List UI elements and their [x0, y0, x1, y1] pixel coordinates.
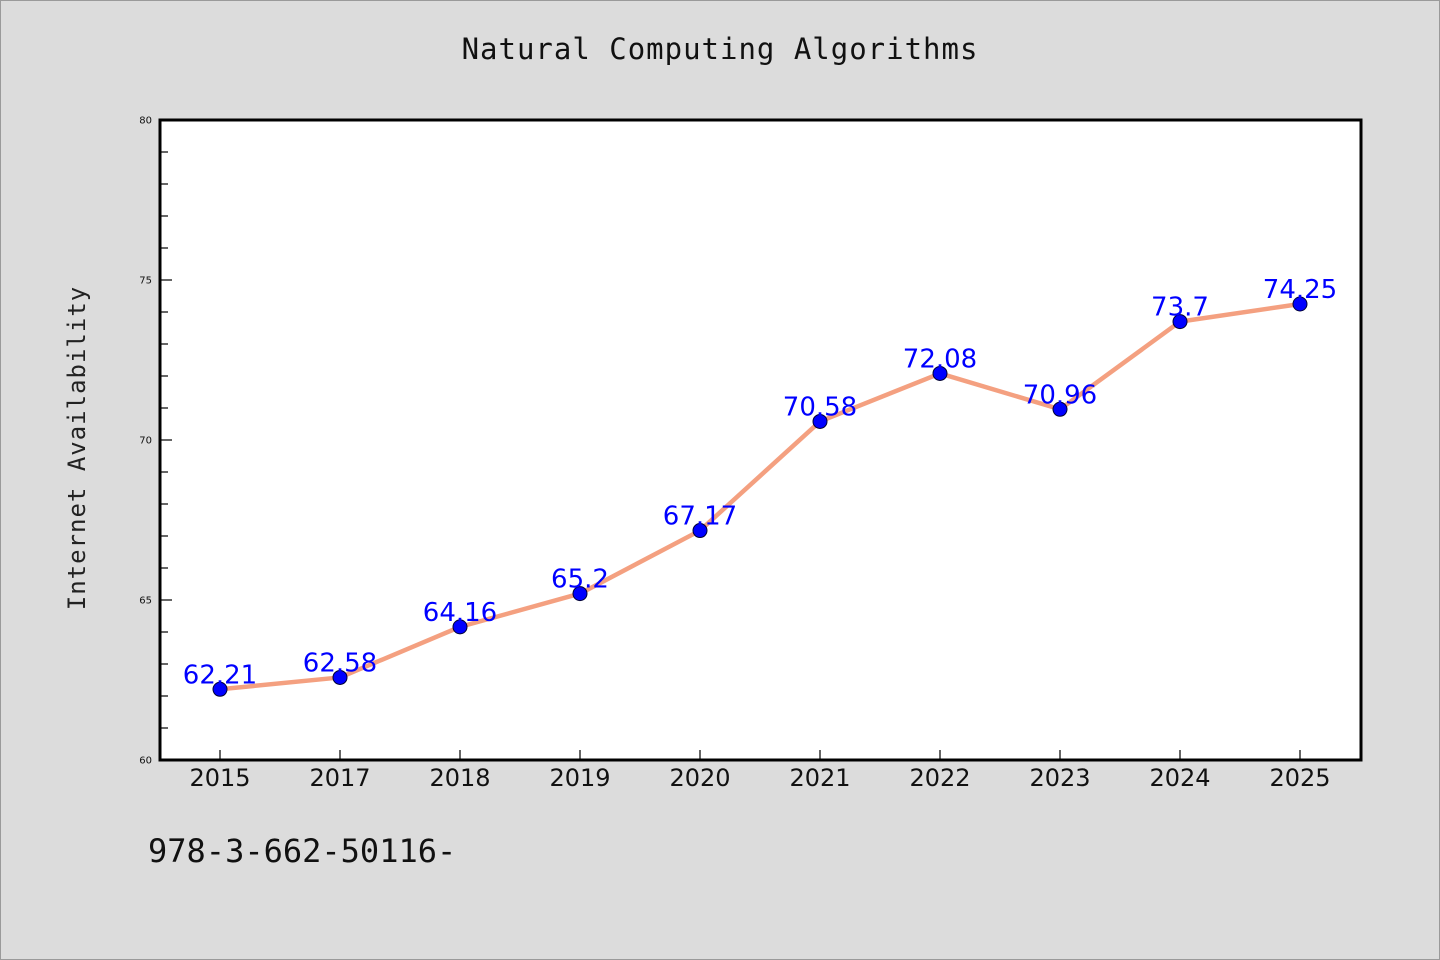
y-tick-label: 75: [139, 276, 152, 287]
data-label: 62.58: [303, 648, 377, 678]
chart-title: Natural Computing Algorithms: [461, 32, 979, 66]
x-tick-label: 2020: [669, 764, 730, 792]
data-label: 72.08: [903, 344, 977, 374]
data-point: [1172, 314, 1188, 330]
x-axis: 2015 2017 2018 2019 2020 2021 2022 2023 2024 2025: [189, 750, 1331, 792]
y-tick-label: 65: [139, 596, 152, 607]
x-tick-label: 2021: [789, 764, 850, 792]
y-axis: 60 65 70 75 80: [139, 116, 172, 767]
x-tick-label: 2023: [1029, 764, 1090, 792]
y-tick-label: 60: [139, 756, 152, 767]
data-point: [932, 365, 948, 381]
data-point: [1052, 401, 1068, 417]
data-point: [332, 669, 348, 685]
y-tick-label: 70: [139, 436, 152, 447]
data-label: 70.96: [1023, 380, 1097, 410]
x-tick-label: 2018: [429, 764, 490, 792]
series-markers: [212, 296, 1308, 697]
x-tick-label: 2017: [309, 764, 370, 792]
x-tick-label: 2025: [1269, 764, 1330, 792]
series-line: [219, 301, 1301, 692]
data-point: [1292, 296, 1308, 312]
data-label: 73.7: [1151, 293, 1209, 323]
x-tick-label: 2015: [189, 764, 250, 792]
data-label: 67.17: [663, 502, 737, 532]
data-label: 62.21: [183, 660, 257, 690]
data-point: [692, 523, 708, 539]
data-label: 65.2: [551, 565, 609, 595]
x-tick-label: 2019: [549, 764, 610, 792]
data-point: [212, 681, 228, 697]
data-label: 64.16: [423, 598, 497, 628]
data-point: [812, 413, 828, 429]
data-label: 74.25: [1263, 275, 1337, 305]
plot-area: [158, 118, 1363, 762]
data-label: 70.58: [783, 392, 857, 422]
footnote-text: 978-3-662-50116-: [148, 832, 457, 870]
x-tick-label: 2024: [1149, 764, 1210, 792]
data-labels: 62.21 62.58 64.16 65.2 67.17 70.58 72.08 70.96 7…: [183, 275, 1337, 690]
data-point: [452, 619, 468, 635]
x-tick-label: 2022: [909, 764, 970, 792]
y-tick-label: 80: [139, 116, 152, 127]
data-point: [572, 586, 588, 602]
